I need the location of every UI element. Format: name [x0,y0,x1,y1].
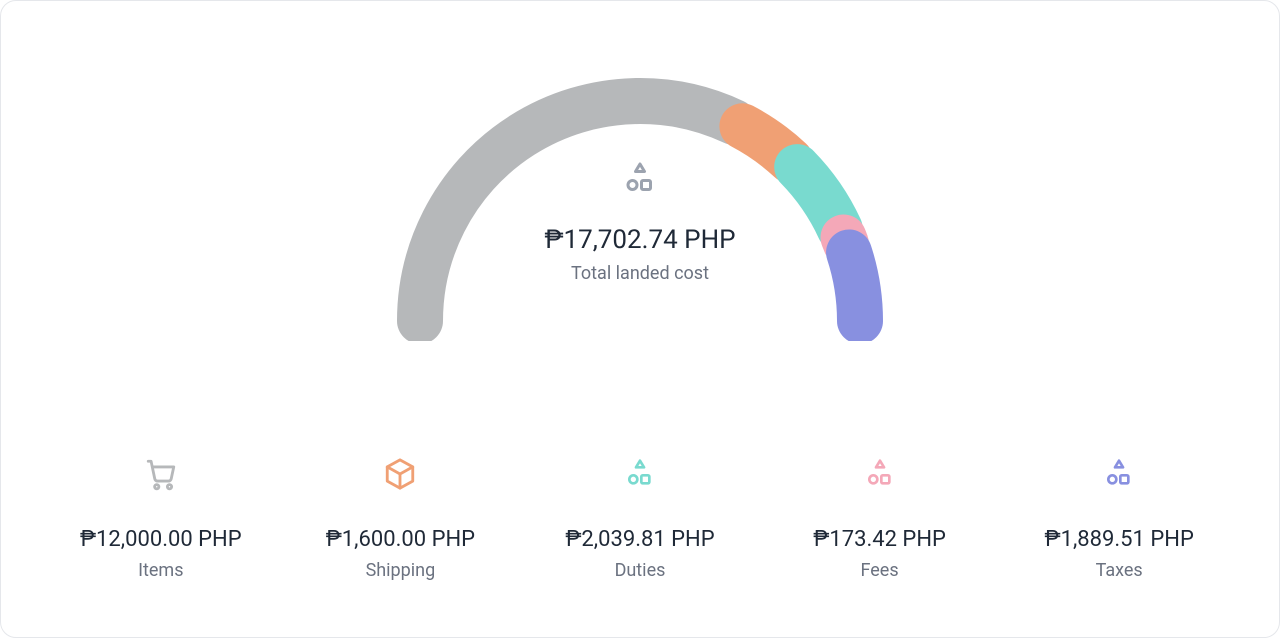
box-icon [383,453,417,495]
breakdown-item-items: ₱12,000.00 PHP Items [41,453,281,581]
breakdown-value: ₱1,600.00 PHP [326,527,475,552]
shapes-icon [624,453,656,495]
breakdown-value: ₱12,000.00 PHP [80,527,242,552]
shapes-icon [1103,453,1135,495]
gauge-container: ₱17,702.74 PHP Total landed cost [57,41,1223,341]
breakdown-item-fees: ₱173.42 PHP Fees [760,453,1000,581]
total-value: ₱17,702.74 PHP [544,225,735,255]
cart-icon [144,453,178,495]
breakdown-value: ₱1,889.51 PHP [1045,527,1194,552]
breakdown-item-shipping: ₱1,600.00 PHP Shipping [281,453,521,581]
breakdown-row: ₱12,000.00 PHP Items ₱1,600.00 PHP Shipping… [1,453,1279,581]
breakdown-label: Fees [861,560,899,581]
breakdown-label: Shipping [366,560,436,581]
breakdown-item-taxes: ₱1,889.51 PHP Taxes [999,453,1239,581]
breakdown-label: Taxes [1096,560,1143,581]
shapes-icon [864,453,896,495]
breakdown-value: ₱2,039.81 PHP [565,527,714,552]
breakdown-label: Duties [615,560,666,581]
shapes-icon [622,161,658,201]
landed-cost-card: ₱17,702.74 PHP Total landed cost ₱12,000… [0,0,1280,638]
breakdown-item-duties: ₱2,039.81 PHP Duties [520,453,760,581]
total-label: Total landed cost [571,263,709,284]
breakdown-label: Items [138,560,183,581]
breakdown-value: ₱173.42 PHP [813,527,946,552]
gauge-center: ₱17,702.74 PHP Total landed cost [460,161,820,284]
